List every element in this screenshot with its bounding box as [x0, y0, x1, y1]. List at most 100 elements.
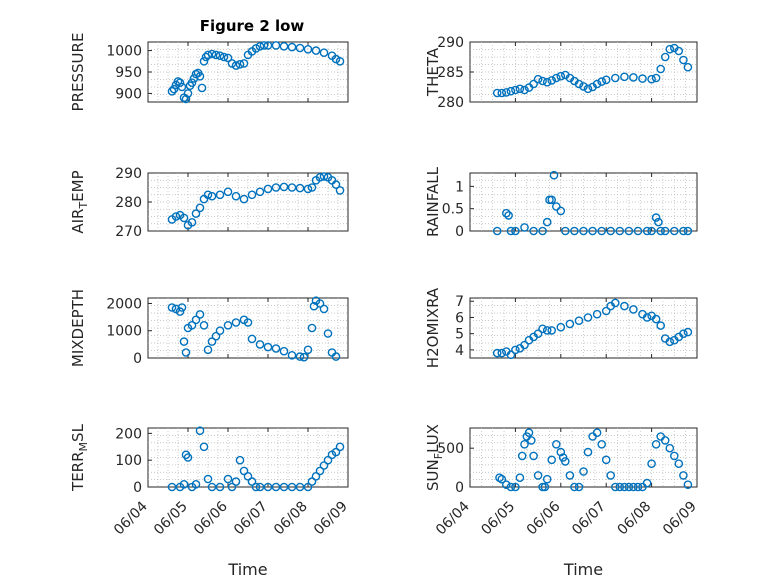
data-point [552, 202, 561, 211]
data-point [255, 482, 265, 492]
y-axis-label: THETA [424, 47, 442, 97]
subplot-second-right: 0 0.5 1 RAINFALL [424, 166, 698, 240]
data-point [592, 79, 602, 89]
data-point [501, 480, 511, 490]
data-point [259, 41, 269, 50]
data-point [492, 88, 502, 98]
data-point [243, 471, 253, 481]
y-tick-label: 290 [437, 35, 464, 51]
data-point [565, 471, 575, 480]
data-point [195, 310, 205, 319]
data-point [656, 64, 666, 74]
data-point [187, 217, 197, 227]
data-point [629, 73, 638, 82]
data-point [279, 182, 289, 192]
data-point [191, 479, 201, 489]
data-point [169, 84, 179, 94]
data-point [211, 50, 221, 60]
data-point [231, 318, 241, 327]
x-tick-label: 06/05 [151, 499, 191, 539]
y-tick-label: 5 [455, 327, 464, 343]
data-point [552, 439, 561, 449]
data-point [547, 455, 557, 465]
y-tick-label: 1000 [106, 44, 142, 60]
data-point [620, 482, 629, 492]
data-point [195, 203, 205, 213]
data-point [656, 321, 666, 330]
data-point [529, 79, 538, 89]
data-point [606, 226, 616, 236]
data-point [335, 57, 345, 66]
data-point [315, 466, 325, 476]
data-point [207, 191, 217, 201]
x-tick-label: 06/05 [478, 499, 518, 539]
data-point [179, 337, 189, 346]
data-point [660, 226, 670, 236]
data-point [287, 482, 297, 492]
data-point [683, 327, 693, 337]
data-point [279, 482, 289, 492]
data-point [271, 344, 281, 353]
data-point [633, 482, 643, 492]
data-point [611, 73, 620, 83]
y-tick-label: 1000 [106, 324, 142, 340]
data-point [679, 471, 688, 480]
data-point [583, 447, 593, 457]
data-point [642, 313, 652, 322]
y-tick-label: 0 [133, 480, 142, 496]
data-point [583, 313, 593, 322]
data-point [624, 482, 634, 492]
subplot-third-left: 0 1000 2000 MIXDEPTH [69, 289, 349, 367]
y-axis-label: H2OMIXRA [424, 287, 442, 368]
data-point [683, 226, 693, 236]
data-point [651, 314, 661, 324]
subplot-bottom-right: 0 500 06/04 06/05 06/06 06/07 06/08 06/09 SUNFLU… [424, 424, 700, 579]
data-point [542, 474, 552, 484]
y-tick-label: 7 [455, 294, 464, 310]
data-point [243, 318, 253, 327]
data-point [511, 482, 520, 492]
data-point [642, 226, 652, 236]
x-tick-label: 06/06 [524, 498, 564, 538]
x-tick-label: 06/08 [615, 499, 655, 539]
data-point [303, 45, 313, 54]
data-point [207, 49, 217, 59]
data-point [199, 57, 209, 66]
data-point [187, 320, 197, 330]
data-point [319, 48, 329, 58]
data-point [592, 309, 602, 319]
data-point [579, 226, 588, 236]
data-point [271, 482, 281, 492]
data-point [611, 298, 620, 308]
data-point [670, 226, 679, 236]
data-point [315, 299, 325, 308]
data-point [511, 345, 520, 355]
data-point [167, 482, 177, 492]
data-point [295, 482, 305, 492]
data-point [179, 479, 189, 489]
data-point [203, 474, 213, 484]
data-point [295, 43, 305, 53]
data-point [660, 52, 670, 62]
data-point [611, 482, 620, 492]
data-point [171, 212, 181, 221]
data-point [633, 226, 643, 236]
x-tick-label: 06/04 [433, 498, 473, 538]
data-point [533, 329, 543, 339]
data-point [620, 301, 629, 311]
y-tick-label: 290 [115, 166, 142, 182]
data-point [319, 461, 329, 470]
data-point [263, 482, 273, 492]
y-tick-label: 950 [115, 65, 142, 81]
data-point [533, 471, 543, 480]
figure-title: Figure 2 low [200, 17, 305, 35]
data-point [615, 226, 625, 236]
data-point [597, 77, 607, 86]
data-point [231, 61, 241, 70]
subplot-second-left: 270 280 290 AIRTEMP [69, 166, 349, 240]
x-tick-label: 06/07 [231, 499, 271, 539]
data-point [556, 206, 566, 216]
data-point [506, 226, 516, 236]
data-point [247, 477, 257, 486]
